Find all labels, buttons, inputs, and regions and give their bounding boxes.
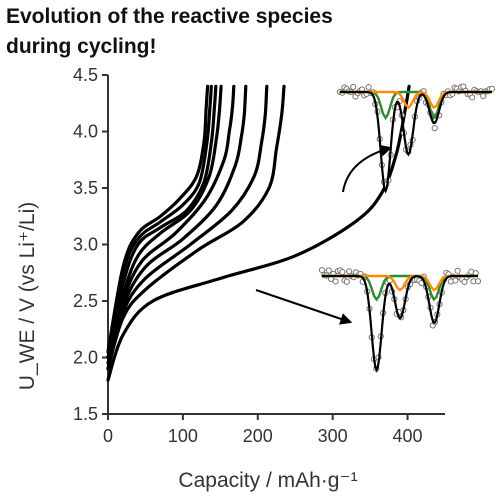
total-fit [340,90,492,194]
y-axis-label-group: U_WE / V (vs Li⁺/Li) [16,202,39,390]
total-fit [322,274,478,373]
data-point [318,267,326,274]
arrow-lower [255,289,353,325]
y-tick-label: 3.0 [73,235,98,255]
cycle-curve-4 [106,84,248,371]
inset-spectrum-upper [336,83,496,194]
discharge-curves [106,84,411,382]
chart-title: Evolution of the reactive species during… [6,2,486,62]
cycle-curve-7 [106,84,218,360]
data-point [365,84,372,91]
data-point [452,277,459,284]
y-tick-label: 1.5 [73,404,98,424]
data-point [350,83,357,91]
x-tick-label: 400 [393,426,423,446]
y-tick-label: 2.5 [73,291,98,311]
data-point [431,125,438,132]
cycle-curve-3 [106,84,269,371]
x-tick-label: 0 [103,426,113,446]
y-axis-label: U_WE / V (vs Li⁺/Li) [16,202,39,390]
data-point [454,267,461,274]
inset-spectrum-lower [318,267,482,373]
y-tick-label: 4.0 [73,122,98,142]
y-tick-label: 4.5 [73,65,98,85]
data-point [325,267,332,274]
data-point [343,278,350,285]
data-point [346,268,353,275]
cycle-curve-9 [106,84,210,354]
data-point [461,278,468,286]
arrow-upper [342,144,393,193]
insets [318,83,496,373]
y-tick-label: 2.0 [73,348,98,368]
cycle-curve-5 [106,84,236,365]
cycle-curve-6 [106,84,223,360]
x-tick-label: 200 [243,426,273,446]
data-point [488,85,496,92]
chart-title-line-1: Evolution of the reactive species [6,5,333,28]
data-point [474,278,482,285]
arrows [255,144,393,325]
data-point [339,269,346,276]
data-point [332,278,339,285]
axes: 1.5 2.0 2.5 3.0 3.5 4.0 4.5 0 100 200 300 400 [73,65,445,446]
cycle-curve-8 [106,84,213,354]
data-point [469,94,476,101]
x-tick-label: 100 [168,426,198,446]
x-axis-label: Capacity / mAh·g⁻¹ [178,469,357,492]
y-tick-label: 3.5 [73,178,98,198]
x-tick-label: 300 [318,426,348,446]
chart-title-line-2: during cycling! [6,35,157,58]
cycle-curve-2 [106,84,286,371]
